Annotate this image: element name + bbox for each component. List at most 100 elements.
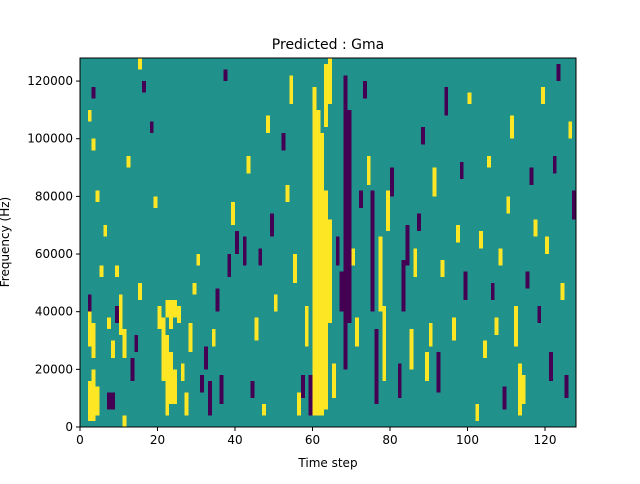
heatmap-cell (300, 375, 305, 399)
heatmap-cell (529, 167, 534, 185)
heatmap-cell (87, 109, 92, 122)
heatmap-cell (176, 305, 181, 324)
heatmap-cell (316, 109, 321, 416)
heatmap-cell (533, 219, 538, 237)
heatmap-cell (479, 230, 484, 249)
heatmap-cell (525, 271, 530, 289)
heatmap-cell (409, 328, 414, 370)
heatmap-cell (297, 392, 301, 416)
heatmap-cell (293, 254, 298, 283)
heatmap-cells (80, 58, 577, 427)
heatmap-cell (378, 236, 383, 312)
heatmap-cell (428, 323, 433, 347)
y-tick-label: 20000 (35, 362, 73, 376)
heatmap-cell (432, 167, 437, 197)
heatmap-cell (328, 219, 332, 324)
heatmap-cell (180, 363, 185, 381)
x-tick-label: 120 (534, 433, 557, 447)
heatmap-cell (444, 86, 449, 116)
heatmap-cell (289, 75, 294, 105)
heatmap-cell (91, 86, 96, 99)
heatmap-cell (362, 81, 367, 99)
heatmap-cell (572, 190, 577, 220)
y-tick-label: 0 (65, 420, 73, 434)
heatmap-cell (107, 392, 112, 410)
heatmap-cell (130, 357, 135, 381)
heatmap-cell (308, 375, 313, 416)
heatmap-cell (304, 305, 309, 347)
heatmap-cell (452, 317, 456, 341)
heatmap-cell (87, 311, 92, 347)
heatmap-cell (138, 58, 143, 70)
heatmap-cell (231, 202, 236, 226)
heatmap-cell (328, 58, 332, 105)
y-axis-label: Frequency (Hz) (0, 197, 12, 288)
heatmap-cell (219, 375, 224, 404)
heatmap-cell (545, 236, 549, 255)
heatmap-cell (324, 190, 329, 410)
heatmap-cell (386, 190, 391, 231)
heatmap-cell (467, 92, 472, 105)
heatmap-cell (258, 248, 263, 266)
y-tick-label: 120000 (27, 74, 73, 88)
chart-title: Predicted : Gma (272, 37, 384, 53)
heatmap-cell (99, 265, 104, 278)
x-tick-label: 40 (227, 433, 242, 447)
heatmap-cell (506, 196, 511, 214)
heatmap-cell (552, 156, 557, 174)
heatmap-cell (173, 369, 177, 404)
heatmap-cell (475, 403, 480, 422)
heatmap-cell (355, 317, 360, 347)
heatmap-cell (87, 380, 92, 422)
heatmap-cell (556, 63, 561, 82)
heatmap-cell (417, 213, 422, 231)
heatmap-cell (548, 352, 553, 381)
heatmap-cell (521, 375, 526, 404)
heatmap-cell (440, 259, 445, 278)
heatmap-cell (184, 392, 189, 416)
heatmap-cell (401, 259, 406, 312)
heatmap-cell (347, 109, 352, 324)
heatmap-cell (114, 305, 119, 324)
heatmap-cell (223, 69, 228, 82)
heatmap-cell (111, 340, 115, 358)
heatmap-cell (324, 63, 329, 128)
heatmap-cell (455, 225, 460, 243)
heatmap-cell (397, 363, 402, 399)
heatmap-cell (149, 121, 154, 133)
heatmap-cell (165, 334, 170, 416)
heatmap-cell (173, 300, 177, 318)
heatmap-cell (273, 294, 278, 312)
heatmap-cell (122, 328, 127, 358)
heatmap-cell (246, 156, 251, 174)
heatmap-cell (161, 317, 166, 381)
heatmap-cell (281, 132, 286, 151)
heatmap-cell (413, 248, 418, 278)
heatmap-cell (564, 375, 569, 399)
y-tick-label: 60000 (35, 247, 73, 261)
heatmap-cell (436, 352, 441, 393)
heatmap-cell (118, 294, 123, 335)
heatmap-cell (95, 190, 100, 203)
heatmap-cell (157, 305, 162, 329)
heatmap-cell (320, 132, 325, 416)
heatmap-cell (87, 294, 92, 312)
heatmap-cell (122, 415, 127, 427)
heatmap-cell (169, 352, 174, 404)
heatmap-cell (165, 300, 170, 318)
heatmap-cell (486, 156, 491, 168)
heatmap-cell (568, 121, 573, 139)
heatmap-cell (366, 156, 371, 185)
heatmap-cell (390, 167, 394, 197)
heatmap-cell (114, 265, 119, 278)
heatmap-cell (382, 305, 387, 381)
heatmap-cell (142, 81, 146, 93)
y-tick-label: 100000 (27, 132, 73, 146)
heatmap-cell (91, 138, 96, 151)
heatmap-cell (95, 386, 100, 416)
heatmap-cell (200, 375, 205, 393)
heatmap-cell (560, 282, 565, 301)
heatmap-cell (459, 161, 464, 180)
